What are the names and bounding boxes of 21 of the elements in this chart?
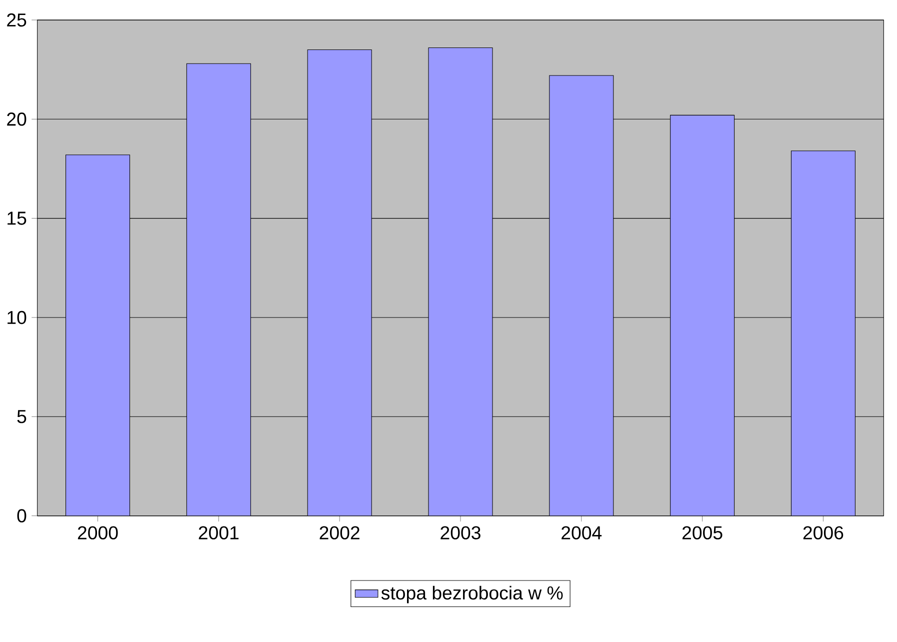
bar [670, 114, 735, 516]
x-tick-label: 2001 [198, 526, 239, 540]
y-tick-label: 10 [8, 310, 26, 324]
x-tick-label: 2004 [562, 526, 602, 540]
y-tick-label: 15 [8, 212, 26, 225]
x-tick-label: 2005 [682, 526, 722, 540]
bar [186, 63, 251, 516]
x-tick-label: 2006 [803, 526, 844, 540]
x-tick-label: 2000 [78, 526, 118, 540]
y-tick-label: 5 [17, 410, 26, 423]
y-tick-label: 20 [7, 112, 26, 126]
bar [307, 49, 372, 516]
y-tick-label: 0 [17, 508, 26, 522]
bar [428, 47, 493, 516]
bar [790, 150, 856, 516]
bar [549, 75, 614, 516]
x-tick-label: 2002 [320, 526, 360, 540]
x-tick-label: 2003 [440, 526, 480, 540]
y-tick-label: 25 [7, 13, 26, 26]
bar [66, 154, 130, 516]
legend-label: stopa bezrobocia w % [381, 586, 563, 604]
